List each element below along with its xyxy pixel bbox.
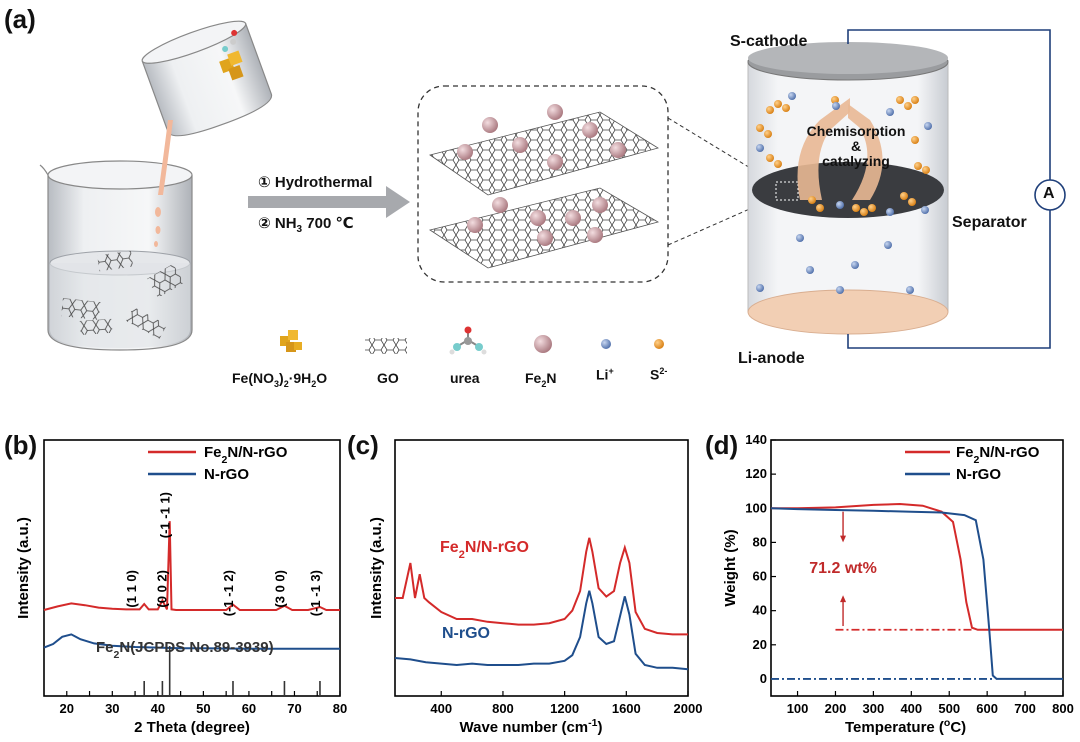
x-tick-label: 1600 <box>612 701 641 716</box>
panel-label-d: (d) <box>705 430 739 460</box>
y-axis-label: Intensity (a.u.) <box>368 517 385 619</box>
external-circuit <box>847 29 1066 349</box>
legend-go: GO <box>377 370 399 386</box>
legend-fe-nitrate: Fe(NO3)2·9H2O <box>232 370 328 389</box>
process-arrow <box>248 186 410 218</box>
peak-label: (0 0 2) <box>154 570 169 608</box>
peak-label: (3 0 0) <box>272 570 287 608</box>
pouring-beaker <box>141 20 273 137</box>
ammeter-symbol: A <box>1043 185 1055 202</box>
separator-label: Separator <box>952 214 1027 231</box>
urea-icon <box>449 326 487 355</box>
annotation-arrowhead-up <box>840 595 847 603</box>
x-tick-label: 200 <box>825 701 847 716</box>
chemisorption-label: Chemisorption & catalyzing <box>806 123 906 169</box>
series-line-nrgo <box>770 507 1063 680</box>
legend-li-ion: Li+ <box>596 366 614 383</box>
legend-icons <box>280 326 664 355</box>
series-label-nrgo: N-rGO <box>442 625 490 642</box>
series-line-fe2n-nrgo <box>43 521 340 611</box>
legend-sulfide: S2- <box>650 366 668 383</box>
x-axis-label: Temperature (oC) <box>845 717 966 736</box>
x-tick-label: 70 <box>287 701 301 716</box>
fe2n-icon <box>534 335 552 353</box>
y-tick-label: 100 <box>745 500 767 515</box>
panel-label-a: (a) <box>4 4 36 34</box>
panel-label-b: (b) <box>4 430 38 460</box>
y-tick-label: 20 <box>753 637 767 652</box>
legend-label: Fe2N/N-rGO <box>956 444 1040 466</box>
reference-label: Fe2N(JCPDS No.89-3939) <box>96 639 274 661</box>
legend-label: N-rGO <box>204 466 249 483</box>
y-tick-label: 140 <box>745 432 767 447</box>
peak-label: (-1 -1 2) <box>221 570 236 616</box>
y-tick-label: 40 <box>753 603 767 618</box>
x-tick-label: 400 <box>900 701 922 716</box>
x-tick-label: 600 <box>976 701 998 716</box>
fe2n-graphene-inset <box>417 85 771 283</box>
y-tick-label: 0 <box>760 671 767 686</box>
step-ammonia: ② NH3 700 ℃ <box>258 215 354 235</box>
y-tick-label: 60 <box>753 569 767 584</box>
x-tick-label: 2000 <box>674 701 703 716</box>
weight-loss-annotation: 71.2 wt% <box>809 560 877 577</box>
tga-plot-frame <box>770 439 1064 697</box>
x-tick-label: 800 <box>1052 701 1074 716</box>
x-tick-label: 1200 <box>550 701 579 716</box>
x-tick-label: 300 <box>863 701 885 716</box>
x-tick-label: 400 <box>430 701 452 716</box>
x-tick-label: 40 <box>151 701 165 716</box>
fe-nitrate-icon <box>280 330 302 352</box>
s-cathode-label: S-cathode <box>730 33 808 50</box>
x-tick-label: 20 <box>60 701 74 716</box>
pouring-stream <box>158 120 173 195</box>
x-tick-label: 700 <box>1014 701 1036 716</box>
xrd-plot-frame <box>43 439 341 697</box>
annotation-arrowhead-down <box>840 535 847 543</box>
legend-urea: urea <box>450 370 480 386</box>
x-tick-label: 80 <box>333 701 347 716</box>
x-tick-label: 500 <box>938 701 960 716</box>
x-tick-label: 30 <box>105 701 119 716</box>
y-tick-label: 80 <box>753 534 767 549</box>
raman-plot-frame <box>394 439 689 697</box>
peak-label: (1 1 0) <box>124 570 139 608</box>
go-icon <box>365 338 407 354</box>
x-axis-label: Wave number (cm-1) <box>460 717 603 736</box>
peak-label: (-1 -1 1) <box>158 492 173 538</box>
series-line-nrgo <box>394 590 689 671</box>
x-tick-label: 50 <box>196 701 210 716</box>
beaker <box>39 160 193 351</box>
peak-label: (-1 -1 3) <box>308 570 323 616</box>
y-axis-label: Weight (%) <box>722 529 739 606</box>
li-ion-icon <box>601 339 611 349</box>
legend-fe2n: Fe2N <box>525 370 557 389</box>
legend-label: N-rGO <box>956 466 1001 483</box>
x-tick-label: 800 <box>492 701 514 716</box>
li-anode-label: Li-anode <box>738 350 805 367</box>
battery-cell <box>747 42 949 335</box>
series-line-nrgo <box>43 633 340 650</box>
series-label-fe2n-nrgo: Fe2N/N-rGO <box>440 539 529 561</box>
y-axis-label: Intensity (a.u.) <box>15 517 32 619</box>
x-axis-label: 2 Theta (degree) <box>134 719 250 736</box>
x-tick-label: 100 <box>787 701 809 716</box>
panel-label-c: (c) <box>347 430 379 460</box>
sulfide-icon <box>654 339 664 349</box>
legend-label: Fe2N/N-rGO <box>204 444 288 466</box>
series-line-fe2n-nrgo <box>395 537 688 636</box>
x-tick-label: 60 <box>242 701 256 716</box>
y-tick-label: 120 <box>745 466 767 481</box>
step-hydrothermal: ① Hydrothermal <box>258 174 373 191</box>
